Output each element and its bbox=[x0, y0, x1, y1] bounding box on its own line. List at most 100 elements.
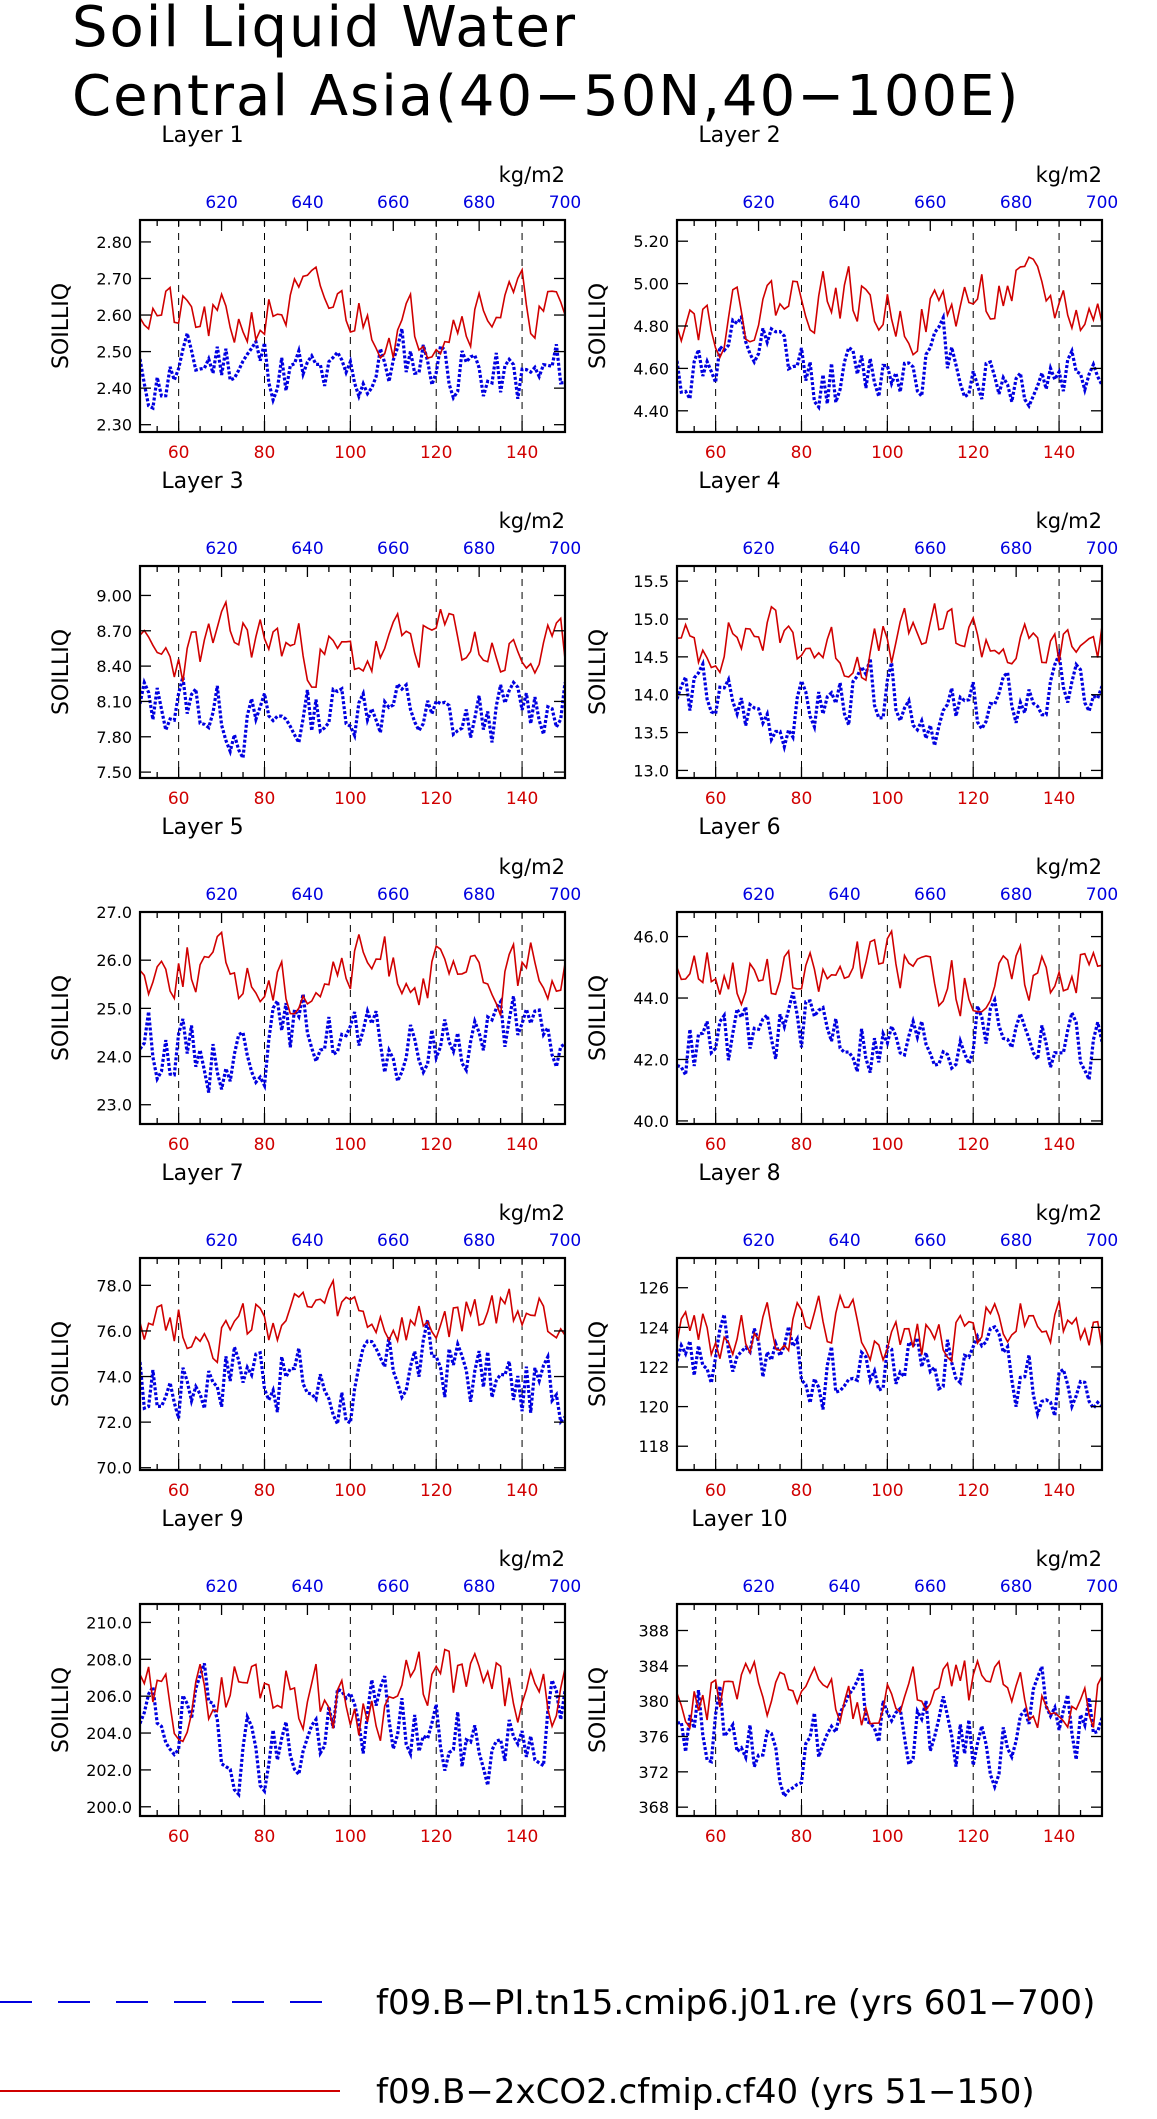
series-line-control bbox=[677, 648, 1102, 754]
panel-layer-8: Layer 8 kg/m2 SOILLIQ 60 80 100 120 140 620 640 66… bbox=[586, 1161, 1118, 1501]
unit-label: kg/m2 bbox=[1036, 163, 1102, 187]
y-tick-label: 8.10 bbox=[96, 692, 132, 711]
top-tick-label: 680 bbox=[463, 1577, 495, 1597]
figure-title-line-1: Soil Liquid Water bbox=[72, 0, 577, 60]
series-line-control bbox=[140, 1319, 565, 1430]
panel-layer-9: Layer 9 kg/m2 SOILLIQ 60 80 100 120 140 620 640 66… bbox=[49, 1507, 581, 1847]
bottom-tick-label: 120 bbox=[420, 1135, 452, 1155]
top-tick-label: 700 bbox=[549, 1231, 581, 1251]
top-tick-label: 620 bbox=[205, 539, 237, 559]
bottom-tick-label: 100 bbox=[871, 1481, 903, 1501]
top-tick-label: 620 bbox=[205, 1577, 237, 1597]
y-tick-label: 13.0 bbox=[633, 761, 669, 780]
unit-label: kg/m2 bbox=[1036, 1201, 1102, 1225]
plot-frame bbox=[675, 1256, 1104, 1472]
y-axis-label: SOILLIQ bbox=[49, 1321, 74, 1407]
y-tick-label: 70.0 bbox=[96, 1459, 132, 1478]
bottom-tick-label: 60 bbox=[705, 1135, 727, 1155]
top-tick-label: 680 bbox=[1000, 885, 1032, 905]
top-tick-label: 620 bbox=[742, 1231, 774, 1251]
top-tick-label: 620 bbox=[205, 885, 237, 905]
legend-label-experiment: f09.B−2xCO2.cfmip.cf40 (yrs 51−150) bbox=[376, 2072, 1035, 2112]
plot-frame bbox=[675, 218, 1104, 434]
bottom-tick-label: 80 bbox=[791, 1481, 813, 1501]
unit-label: kg/m2 bbox=[499, 1547, 565, 1571]
top-tick-label: 660 bbox=[914, 193, 946, 213]
top-tick-label: 640 bbox=[291, 539, 323, 559]
panel-layer-2: Layer 2 kg/m2 SOILLIQ 60 80 100 120 140 620 640 66… bbox=[586, 123, 1118, 463]
bottom-tick-label: 100 bbox=[334, 443, 366, 463]
top-tick-label: 680 bbox=[463, 193, 495, 213]
y-tick-label: 26.0 bbox=[96, 951, 132, 970]
plot-frame bbox=[138, 1256, 567, 1472]
top-tick-label: 680 bbox=[1000, 1231, 1032, 1251]
panel-title: Layer 3 bbox=[161, 469, 243, 494]
top-tick-label: 660 bbox=[377, 539, 409, 559]
bottom-tick-label: 60 bbox=[705, 1827, 727, 1847]
plot-frame bbox=[138, 218, 567, 434]
top-tick-label: 680 bbox=[463, 885, 495, 905]
panel-layer-5: Layer 5 kg/m2 SOILLIQ 60 80 100 120 140 620 640 66… bbox=[49, 815, 581, 1155]
top-tick-label: 640 bbox=[828, 193, 860, 213]
bottom-tick-label: 100 bbox=[871, 789, 903, 809]
y-tick-label: 2.40 bbox=[96, 379, 132, 398]
top-tick-label: 700 bbox=[1086, 539, 1118, 559]
bottom-tick-label: 140 bbox=[1043, 1827, 1075, 1847]
y-tick-label: 72.0 bbox=[96, 1413, 132, 1432]
y-tick-label: 2.50 bbox=[96, 343, 132, 362]
panel-layer-7: Layer 7 kg/m2 SOILLIQ 60 80 100 120 140 620 640 66… bbox=[49, 1161, 581, 1501]
top-tick-label: 620 bbox=[205, 1231, 237, 1251]
top-tick-label: 620 bbox=[742, 1577, 774, 1597]
top-tick-label: 620 bbox=[742, 885, 774, 905]
unit-label: kg/m2 bbox=[1036, 855, 1102, 879]
top-tick-label: 620 bbox=[742, 539, 774, 559]
top-tick-label: 660 bbox=[914, 539, 946, 559]
bottom-tick-label: 80 bbox=[254, 1135, 276, 1155]
bottom-tick-label: 140 bbox=[506, 1481, 538, 1501]
y-tick-label: 204.0 bbox=[86, 1724, 132, 1743]
panel-title: Layer 9 bbox=[161, 1507, 243, 1532]
y-tick-label: 40.0 bbox=[633, 1112, 669, 1131]
series-line-experiment bbox=[140, 930, 565, 1016]
y-tick-label: 384 bbox=[638, 1657, 669, 1676]
bottom-tick-label: 100 bbox=[871, 1827, 903, 1847]
bottom-tick-label: 80 bbox=[791, 1135, 813, 1155]
series-line-experiment bbox=[677, 928, 1102, 1017]
unit-label: kg/m2 bbox=[1036, 1547, 1102, 1571]
y-tick-label: 23.0 bbox=[96, 1096, 132, 1115]
bottom-tick-label: 140 bbox=[1043, 1481, 1075, 1501]
top-tick-label: 640 bbox=[291, 1231, 323, 1251]
bottom-tick-label: 120 bbox=[957, 443, 989, 463]
panel-title: Layer 7 bbox=[161, 1161, 243, 1186]
bottom-tick-label: 80 bbox=[791, 1827, 813, 1847]
bottom-tick-label: 120 bbox=[957, 1827, 989, 1847]
top-tick-label: 700 bbox=[549, 1577, 581, 1597]
bottom-tick-label: 120 bbox=[420, 443, 452, 463]
bottom-tick-label: 100 bbox=[871, 443, 903, 463]
y-tick-label: 124 bbox=[638, 1318, 669, 1337]
top-tick-label: 660 bbox=[914, 1577, 946, 1597]
bottom-tick-label: 80 bbox=[254, 789, 276, 809]
top-tick-label: 620 bbox=[742, 193, 774, 213]
series-line-control bbox=[140, 676, 565, 764]
y-tick-label: 15.5 bbox=[633, 572, 669, 591]
top-tick-label: 660 bbox=[377, 193, 409, 213]
plot-frame bbox=[675, 564, 1104, 780]
y-tick-label: 118 bbox=[638, 1437, 669, 1456]
unit-label: kg/m2 bbox=[499, 855, 565, 879]
bottom-tick-label: 120 bbox=[957, 1481, 989, 1501]
y-tick-label: 4.60 bbox=[633, 359, 669, 378]
y-tick-label: 46.0 bbox=[633, 928, 669, 947]
panel-title: Layer 5 bbox=[161, 815, 243, 840]
top-tick-label: 640 bbox=[291, 1577, 323, 1597]
top-tick-label: 700 bbox=[1086, 885, 1118, 905]
bottom-tick-label: 60 bbox=[168, 1481, 190, 1501]
bottom-tick-label: 80 bbox=[791, 789, 813, 809]
bottom-tick-label: 80 bbox=[254, 1827, 276, 1847]
panel-layer-1: Layer 1 kg/m2 SOILLIQ 60 80 100 120 140 620 640 66… bbox=[49, 123, 581, 463]
panel-title: Layer 10 bbox=[691, 1507, 787, 1532]
top-tick-label: 660 bbox=[377, 1231, 409, 1251]
bottom-tick-label: 80 bbox=[254, 1481, 276, 1501]
y-tick-label: 27.0 bbox=[96, 903, 132, 922]
